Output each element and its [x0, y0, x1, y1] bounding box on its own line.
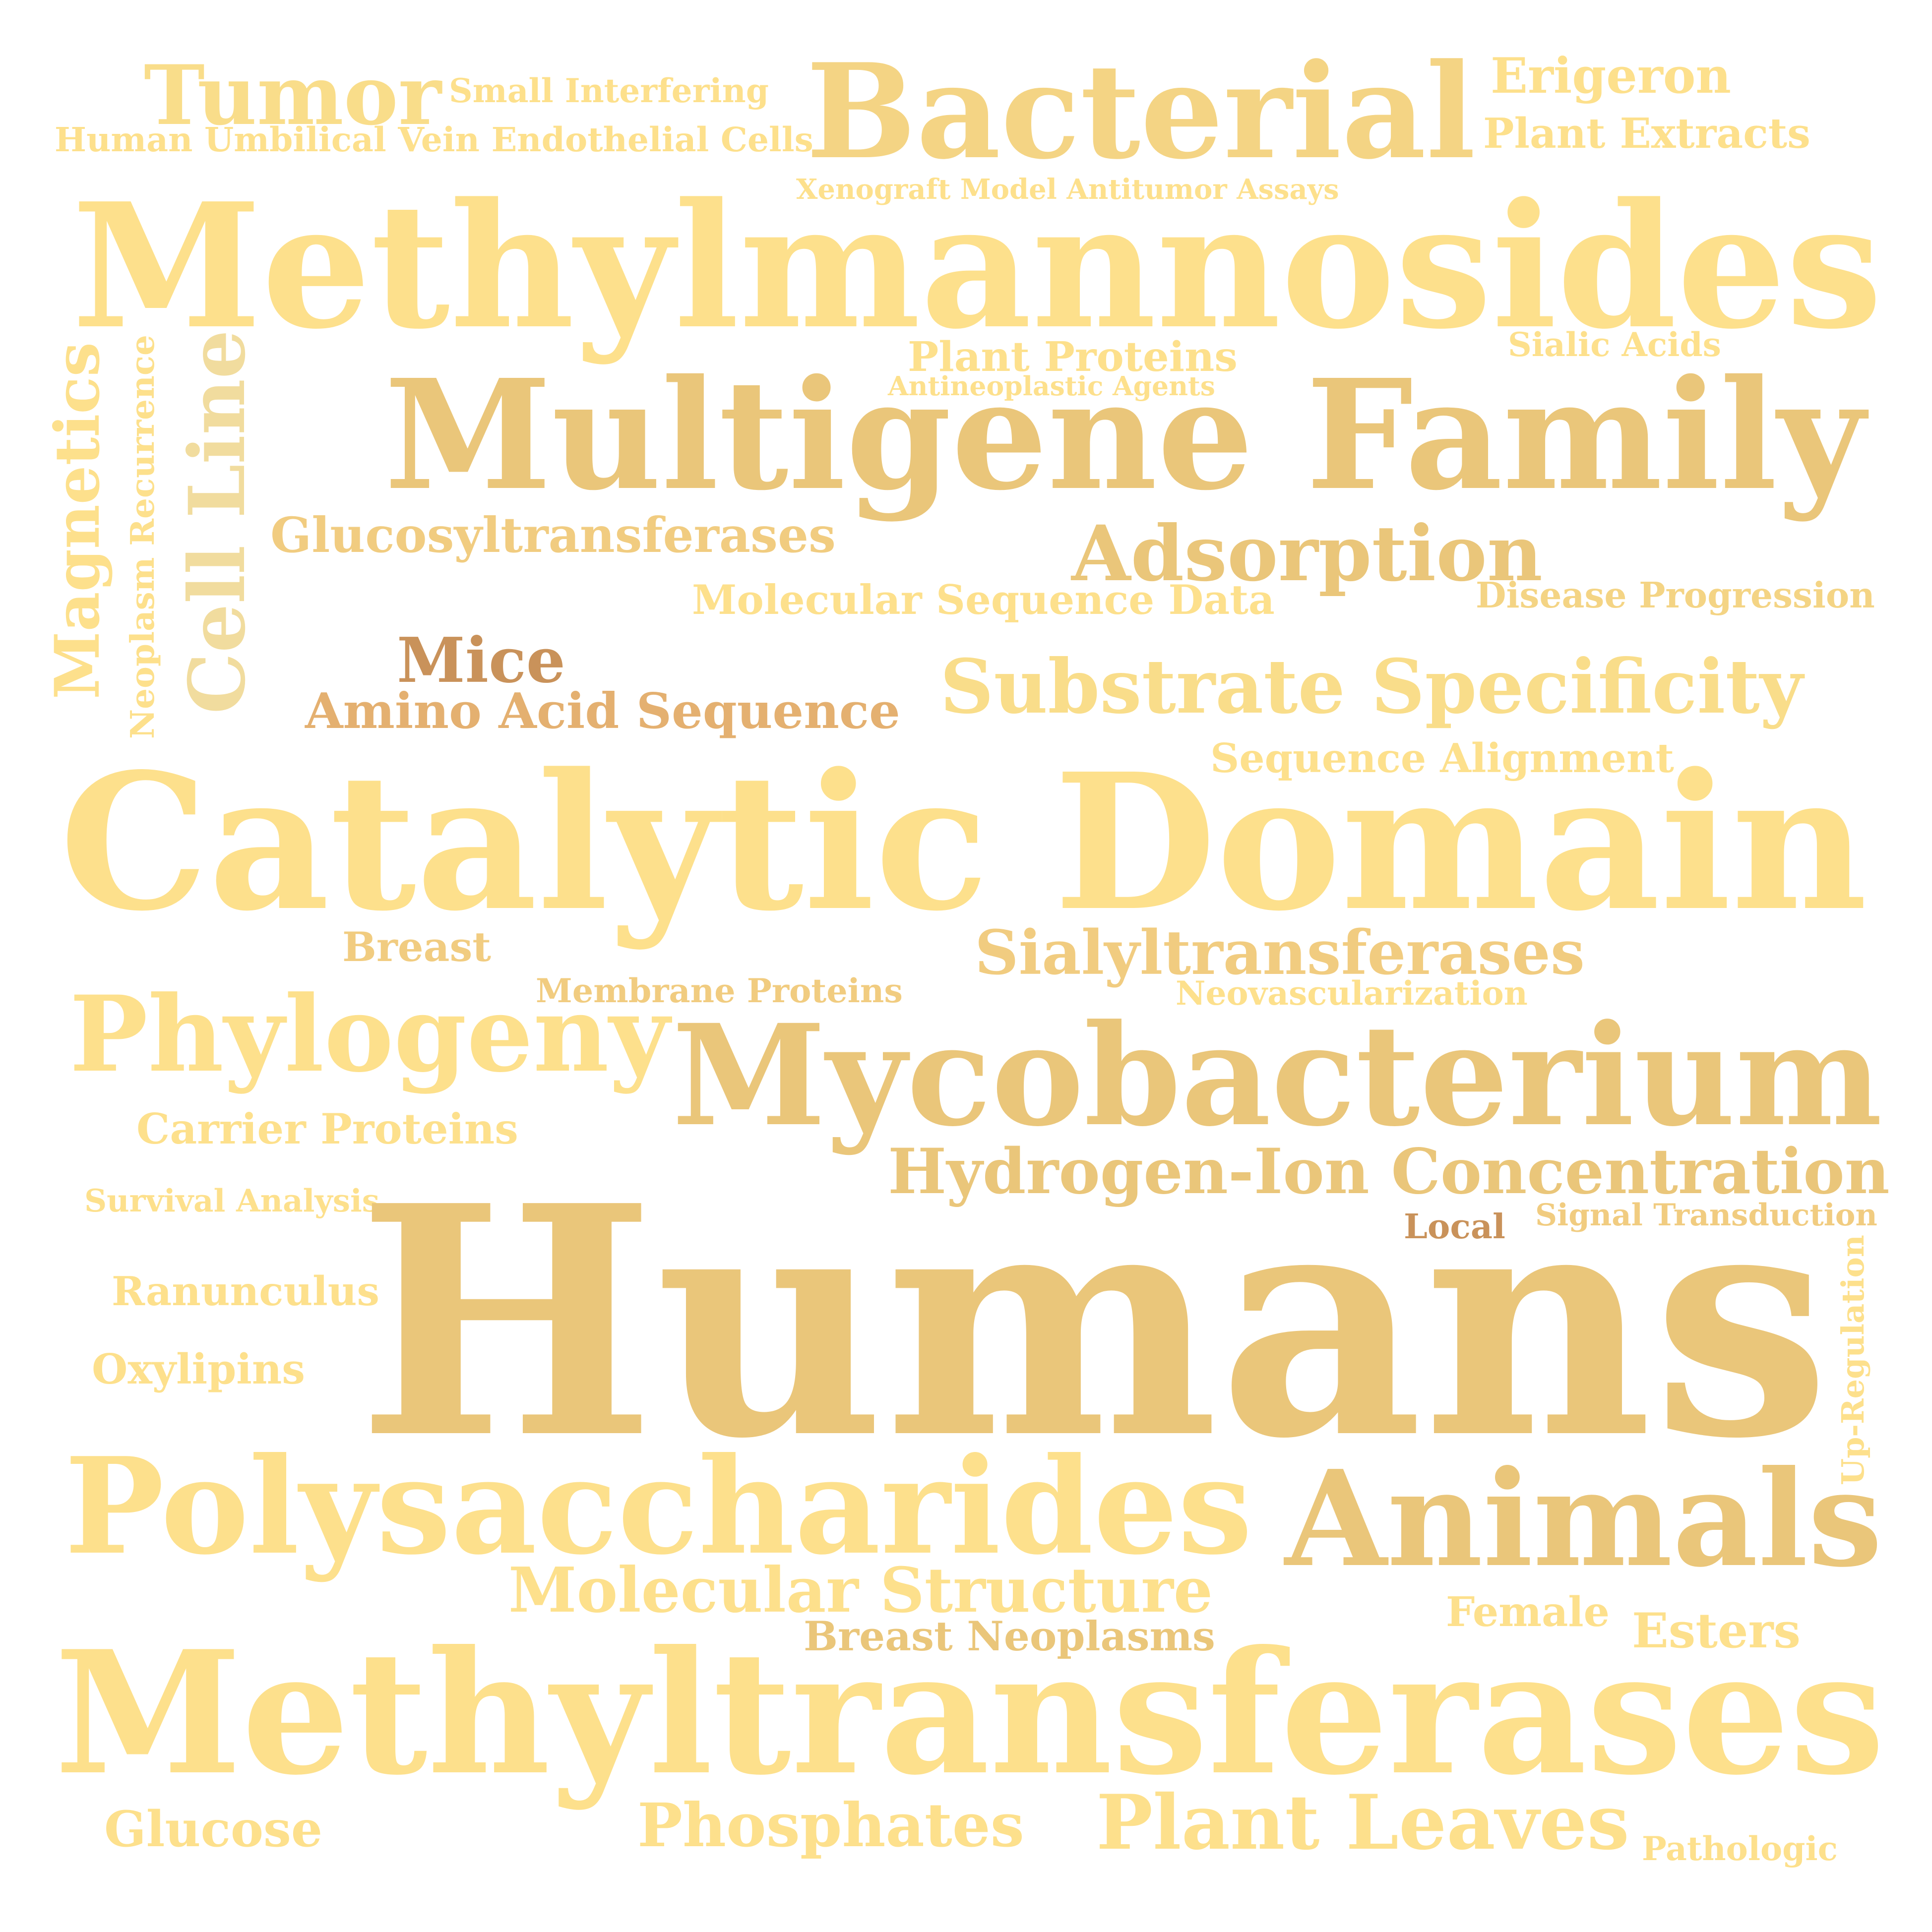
word-survival-analysis: Survival Analysis — [84, 1182, 379, 1219]
word-molecular-structure: Molecular Structure — [508, 1554, 1213, 1627]
word-plant-proteins: Plant Proteins — [908, 332, 1238, 381]
word-sequence-alignment: Sequence Alignment — [1210, 735, 1674, 782]
word-substrate-specificity: Substrate Specificity — [940, 643, 1803, 730]
word-mycobacterium: Mycobacterium — [672, 994, 1882, 1157]
word-antineoplastic-agents: Antineoplastic Agents — [888, 370, 1215, 402]
word-carrier-proteins: Carrier Proteins — [136, 1104, 518, 1153]
word-esters: Esters — [1632, 1602, 1801, 1659]
word-bacterial: Bacterial — [806, 35, 1476, 188]
word-cell-line: Cell Line — [172, 330, 262, 714]
word-mice: Mice — [397, 624, 565, 697]
word-neoplasm-recurrence: Neoplasm Recurrence — [123, 335, 162, 739]
word-oxylipins: Oxylipins — [92, 1345, 305, 1393]
word-molecular-sequence-data: Molecular Sequence Data — [692, 576, 1275, 624]
word-multigene-family: Multigene Family — [384, 346, 1865, 524]
word-magnetics: Magnetics — [42, 342, 114, 699]
word-plant-extracts: Plant Extracts — [1483, 109, 1810, 158]
word-pathologic: Pathologic — [1642, 1829, 1838, 1868]
word-catalytic-domain: Catalytic Domain — [60, 732, 1868, 952]
word-female: Female — [1446, 1588, 1610, 1636]
word-phosphates: Phosphates — [637, 1790, 1024, 1861]
word-erigeron: Erigeron — [1491, 48, 1731, 105]
word-xenograft-model-antitumor-assays: Xenograft Model Antitumor Assays — [796, 174, 1339, 206]
word-methylmannosides: Methylmannosides — [72, 166, 1882, 367]
word-tumor: Tumor — [144, 47, 441, 143]
word-hydrogen-ion-concentration: Hydrogen-Ion Concentration — [888, 1135, 1890, 1208]
word-signal-transduction: Signal Transduction — [1535, 1198, 1877, 1233]
word-polysaccharides: Polysaccharides — [64, 1429, 1252, 1584]
word-animals: Animals — [1285, 1441, 1882, 1596]
word-human-umbilical-vein-endothelial-cells: Human Umbilical Vein Endothelial Cells — [55, 120, 813, 159]
word-phylogeny: Phylogeny — [69, 972, 670, 1095]
word-humans: Humans — [357, 1138, 1830, 1508]
word-amino-acid-sequence: Amino Acid Sequence — [305, 682, 900, 740]
word-small-interfering: Small Interfering — [449, 71, 769, 110]
word-neovascularization: Neovascularization — [1176, 974, 1528, 1013]
word-adsorption: Adsorption — [1071, 509, 1543, 599]
word-breast: Breast — [342, 923, 491, 971]
word-glucosyltransferases: Glucosyltransferases — [270, 506, 836, 563]
word-ranunculus: Ranunculus — [112, 1268, 379, 1315]
word-membrane-proteins: Membrane Proteins — [536, 971, 903, 1010]
word-disease-progression: Disease Progression — [1476, 574, 1875, 616]
word-methyltransferases: Methyltransferases — [55, 1614, 1885, 1812]
word-local: Local — [1404, 1207, 1505, 1247]
word-sialic-acids: Sialic Acids — [1508, 325, 1721, 364]
word-plant-leaves: Plant Leaves — [1096, 1778, 1629, 1867]
word-sialyltransferases: Sialyltransferases — [975, 917, 1585, 988]
word-glucose: Glucose — [104, 1801, 322, 1858]
word-breast-neoplasms: Breast Neoplasms — [804, 1613, 1215, 1660]
